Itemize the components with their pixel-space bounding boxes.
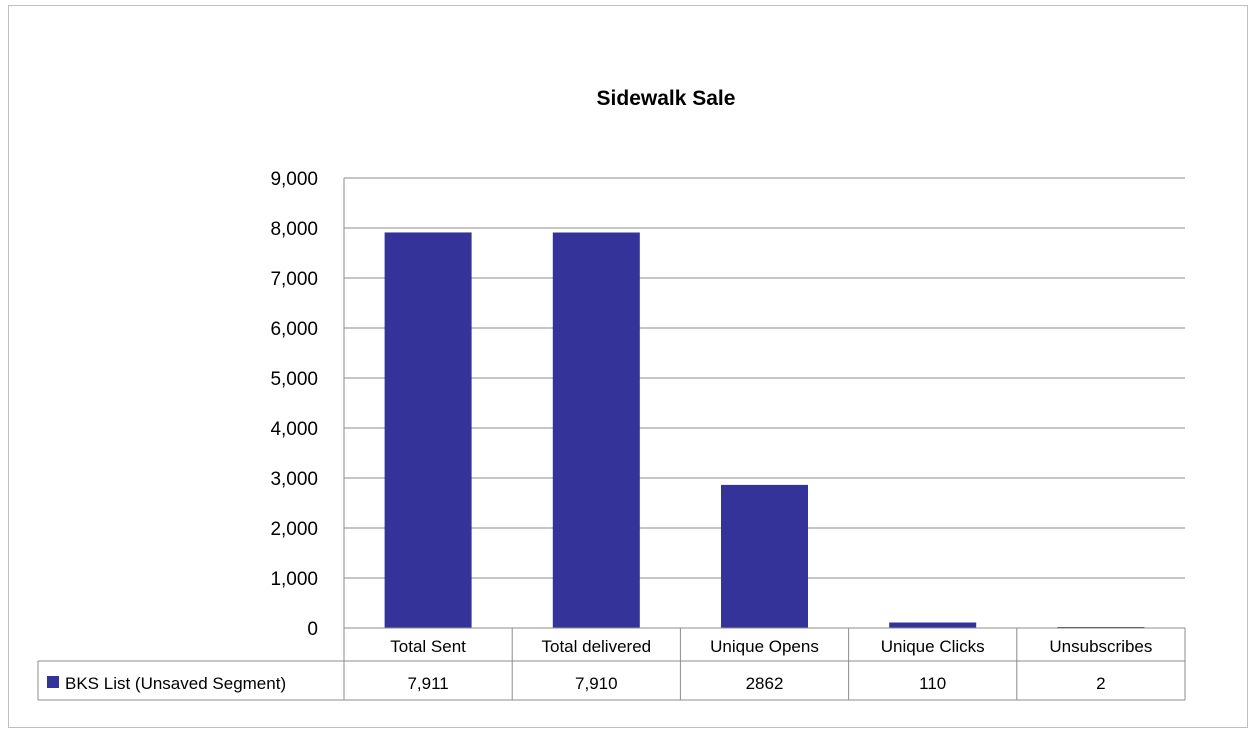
bar-unique-opens — [721, 484, 808, 628]
data-table-value: 7,910 — [575, 674, 618, 693]
y-tick-label: 0 — [307, 619, 318, 640]
data-table-value: 2 — [1096, 674, 1105, 693]
legend-series-name: BKS List (Unsaved Segment) — [65, 674, 286, 693]
data-table: Total Sent 7,911 Total delivered 7,910 Uniqu… — [37, 627, 1186, 701]
y-tick-label: 3,000 — [270, 469, 318, 490]
data-table-value: 7,911 — [407, 674, 448, 693]
y-tick-label: 4,000 — [270, 419, 318, 440]
y-axis-ticks: 0 1,000 2,000 3,000 4,000 5,000 6,000 7,000 8,00… — [270, 169, 318, 640]
x-category-label: Total Sent — [390, 637, 466, 656]
data-table-value: 2862 — [746, 674, 784, 693]
y-tick-label: 6,000 — [270, 319, 318, 340]
chart-title: Sidewalk Sale — [597, 87, 736, 110]
y-tick-label: 5,000 — [270, 369, 318, 390]
bar-unique-clicks — [889, 622, 977, 628]
bars — [384, 232, 1145, 628]
data-table-value: 110 — [919, 674, 946, 693]
y-tick-label: 9,000 — [270, 169, 318, 190]
x-category-label: Total delivered — [541, 637, 651, 656]
y-tick-label: 8,000 — [270, 219, 318, 240]
x-category-label: Unique Opens — [710, 637, 819, 656]
bar-total-sent — [384, 232, 472, 628]
x-category-label: Unsubscribes — [1049, 637, 1152, 656]
y-tick-label: 7,000 — [270, 269, 318, 290]
y-tick-label: 1,000 — [270, 569, 318, 590]
y-tick-label: 2,000 — [270, 519, 318, 540]
legend-swatch — [47, 676, 59, 688]
bar-total-delivered — [552, 232, 640, 628]
x-category-label: Unique Clicks — [881, 637, 985, 656]
